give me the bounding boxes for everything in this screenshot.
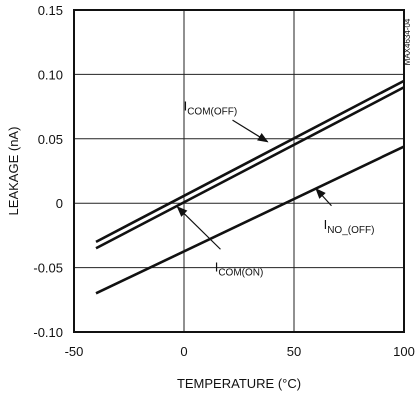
- y-axis-title: LEAKAGE (nA): [6, 127, 21, 216]
- annotation-arrow: [176, 206, 221, 250]
- y-tick-label: -0.05: [33, 261, 63, 276]
- series-label: INO_(OFF): [324, 217, 375, 236]
- y-tick-label: 0: [56, 196, 63, 211]
- series-line-no-off: [95, 145, 405, 295]
- annotation-arrow: [315, 187, 332, 207]
- x-tick-label: 100: [393, 344, 415, 359]
- y-tick-label: -0.10: [33, 325, 63, 340]
- y-tick-label: 0.05: [38, 132, 63, 147]
- series-label: ICOM(ON): [215, 259, 264, 278]
- plot-frame: [73, 9, 405, 333]
- x-axis-title: TEMPERATURE (°C): [177, 376, 301, 391]
- y-tick-label: 0.15: [38, 3, 63, 18]
- series-label: ICOM(OFF): [184, 98, 238, 117]
- series-lines: [95, 79, 405, 295]
- y-tick-label: 0.10: [38, 67, 63, 82]
- x-tick-label: 50: [287, 344, 301, 359]
- series-annotations: ICOM(OFF) ICOM(ON) INO_(OFF): [176, 98, 375, 278]
- annotation-arrow: [232, 119, 269, 143]
- figure-code: MAX4634-04: [403, 18, 412, 65]
- series-line-com-on: [95, 86, 405, 250]
- series-line-com-off: [95, 79, 405, 243]
- x-tick-label: 0: [180, 344, 187, 359]
- x-tick-label: -50: [65, 344, 84, 359]
- gridlines: [74, 10, 404, 332]
- tick-labels: -50 0 50 100 0.15 0.10 0.05 0 -0.05 -0.10: [33, 3, 414, 359]
